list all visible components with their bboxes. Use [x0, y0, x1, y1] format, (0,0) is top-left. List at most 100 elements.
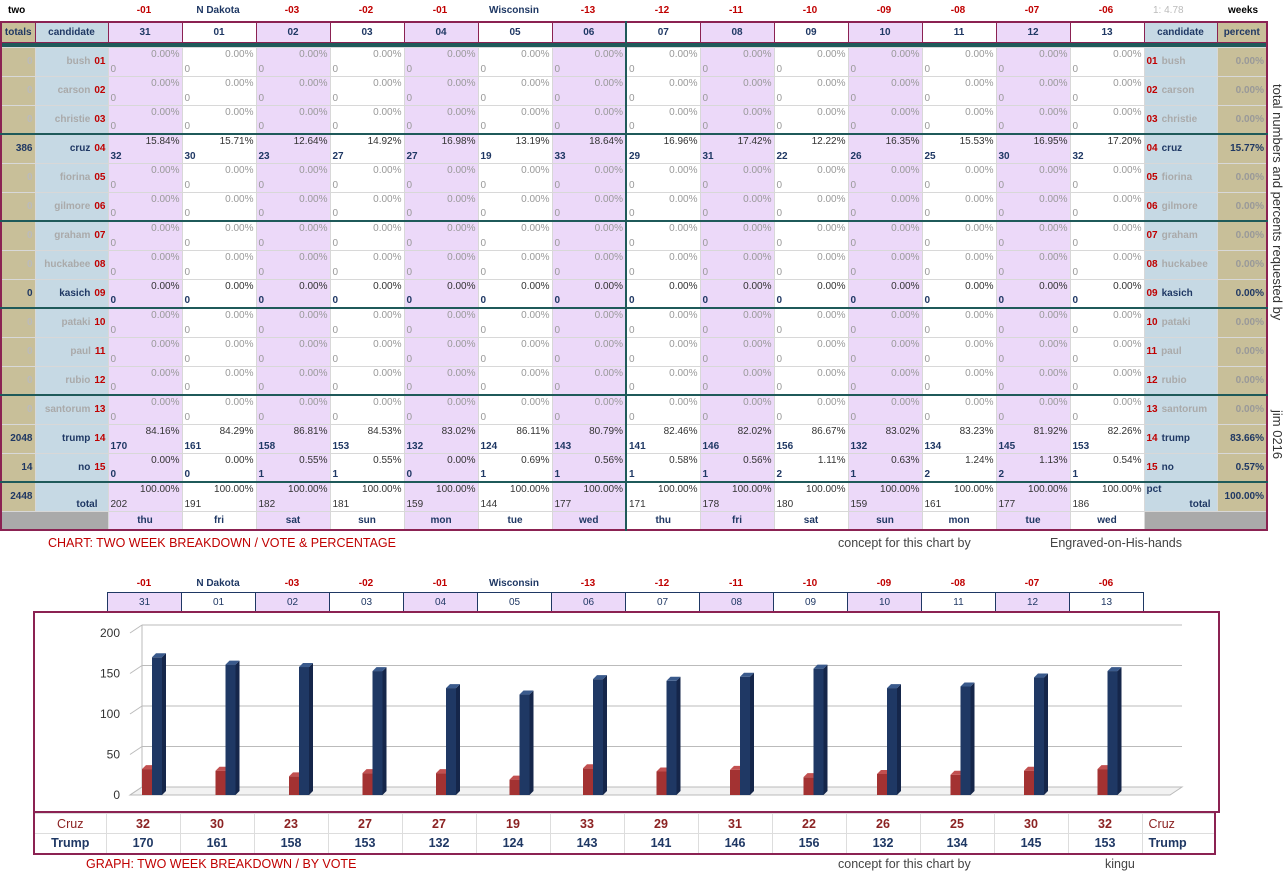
trump-bar-side [750, 672, 754, 795]
graph-mark: -06 [1098, 578, 1114, 589]
total-pct: 100.00% [362, 484, 402, 495]
vote-pct: 0.00% [151, 223, 180, 234]
vote-pct: 0.00% [743, 310, 772, 321]
candidate-number: 03 [94, 113, 106, 125]
vote-count: 26 [850, 150, 862, 162]
vote-pct: 0.00% [373, 193, 402, 205]
series-value: 132 [846, 833, 921, 854]
vote-pct: 0.00% [225, 77, 254, 89]
vote-cell: 86.11% 124 [477, 423, 553, 454]
vote-count: 29 [629, 150, 641, 162]
vote-pct: 0.00% [151, 310, 180, 321]
total-count: 186 [1072, 498, 1090, 510]
vote-count: 0 [184, 295, 191, 306]
vote-pct: 0.00% [1113, 48, 1142, 60]
cruz-bar [1097, 769, 1108, 795]
vote-cell: 15.53% 25 [921, 133, 997, 164]
vote-cell: 0.00% 0 [329, 191, 405, 222]
vote-pct: 0.00% [151, 397, 180, 408]
vote-pct: 1.13% [1039, 454, 1068, 466]
vote-pct: 83.23% [959, 425, 994, 437]
vote-pct: 0.00% [299, 106, 328, 118]
vote-count: 0 [702, 266, 709, 278]
total-cell: 100.00% 186 [1069, 481, 1145, 512]
trump-bar-top [887, 684, 901, 689]
vote-count: 0 [332, 121, 339, 132]
vote-pct: 0.00% [965, 193, 994, 205]
vote-cell: 0.00% 0 [181, 162, 257, 193]
vote-count: 0 [332, 266, 339, 278]
vote-pct: 0.00% [594, 48, 623, 60]
vote-cell: 0.00% 0 [625, 249, 701, 280]
vote-pct: 0.00% [299, 223, 328, 234]
candidate-number: 13 [1146, 404, 1158, 416]
vote-cell: 0.00% 0 [255, 249, 331, 280]
vote-cell: 0.00% 0 [847, 75, 923, 106]
vote-pct: 0.00% [965, 48, 994, 60]
vote-cell: 0.00% 0 [107, 162, 183, 193]
candidate-percent: 0.00% [1216, 162, 1268, 193]
vote-count: 0 [776, 121, 783, 132]
vote-pct: 17.42% [737, 136, 772, 147]
candidate-row: 0 paul 11 0.00% 0 0.00% 0 0.00% 0 0.00% 0 0.00% 0 0.0… [0, 336, 1268, 367]
top-marker-line: two -01 N Dakota -03 -02 -01 Wisconsin -13 -12 -1… [0, 0, 1270, 21]
trump-bar-top [152, 653, 166, 658]
vote-cell: 0.00% 0 [255, 307, 331, 338]
vote-count: 0 [850, 382, 857, 393]
vote-cell: 0.00% 0 [921, 394, 997, 425]
vote-cell: 0.00% 0 [477, 249, 553, 280]
vote-pct: 16.98% [441, 136, 476, 147]
candidate-number: 14 [1146, 433, 1158, 444]
vote-count: 0 [702, 382, 709, 393]
candidate-name: huckabee [44, 259, 91, 270]
candidate-total: 386 [0, 133, 36, 164]
candidate-number: 04 [1146, 143, 1158, 155]
series-value: 25 [920, 813, 995, 834]
vote-pct: 0.00% [669, 106, 698, 118]
total-cell: 100.00% 177 [995, 481, 1071, 512]
graph-day: 10 [847, 592, 922, 613]
vote-cell: 0.55% 1 [255, 452, 331, 483]
vote-cell: 16.98% 27 [403, 133, 479, 164]
trump-bar-side [1044, 673, 1048, 795]
candidate-number: 15 [1146, 461, 1158, 473]
trump-bar [446, 688, 456, 795]
candidate-name: huckabee [1161, 259, 1208, 270]
vote-count: 0 [702, 324, 709, 336]
graph-mark: Wisconsin [489, 578, 539, 589]
vote-count: 0 [850, 121, 857, 132]
vote-pct: 0.00% [447, 48, 476, 60]
vote-cell: 0.00% 0 [625, 278, 701, 309]
series-value: 22 [772, 813, 847, 834]
pct-label: pct [1146, 484, 1162, 495]
vote-pct: 0.00% [1039, 193, 1068, 205]
vote-count: 31 [702, 150, 714, 162]
vote-cell: 0.00% 0 [995, 191, 1071, 222]
vote-cell: 0.00% 0 [403, 220, 479, 251]
vote-count: 0 [1072, 237, 1079, 249]
totals-row: 2448 total 100.00% 202 100.00% 191 100.00% 182 1… [0, 481, 1268, 512]
vote-cell: 0.00% 0 [255, 104, 331, 135]
vote-pct: 0.00% [373, 310, 402, 321]
cruz-bar [362, 773, 373, 795]
vote-count: 0 [258, 411, 265, 423]
weekday-cell: fri [699, 510, 775, 531]
vote-cell: 0.00% 0 [551, 46, 627, 77]
vote-pct: 0.00% [743, 397, 772, 408]
vote-count: 0 [184, 92, 191, 104]
vote-count: 153 [1072, 440, 1090, 452]
day-header: 13 [1069, 21, 1145, 43]
vote-count: 19 [480, 150, 492, 162]
vote-pct: 0.00% [891, 193, 920, 205]
vote-count: 23 [258, 150, 270, 162]
vote-pct: 0.00% [817, 77, 846, 89]
series-value: 19 [476, 813, 551, 834]
vote-cell: 81.92% 145 [995, 423, 1071, 454]
vote-count: 158 [258, 440, 276, 452]
vote-count: 0 [924, 266, 931, 278]
candidate-number: 11 [94, 346, 106, 357]
day-header: 06 [551, 21, 627, 43]
vote-pct: 0.00% [447, 106, 476, 118]
vote-count: 0 [629, 411, 635, 423]
weekday-cell: sun [847, 510, 923, 531]
